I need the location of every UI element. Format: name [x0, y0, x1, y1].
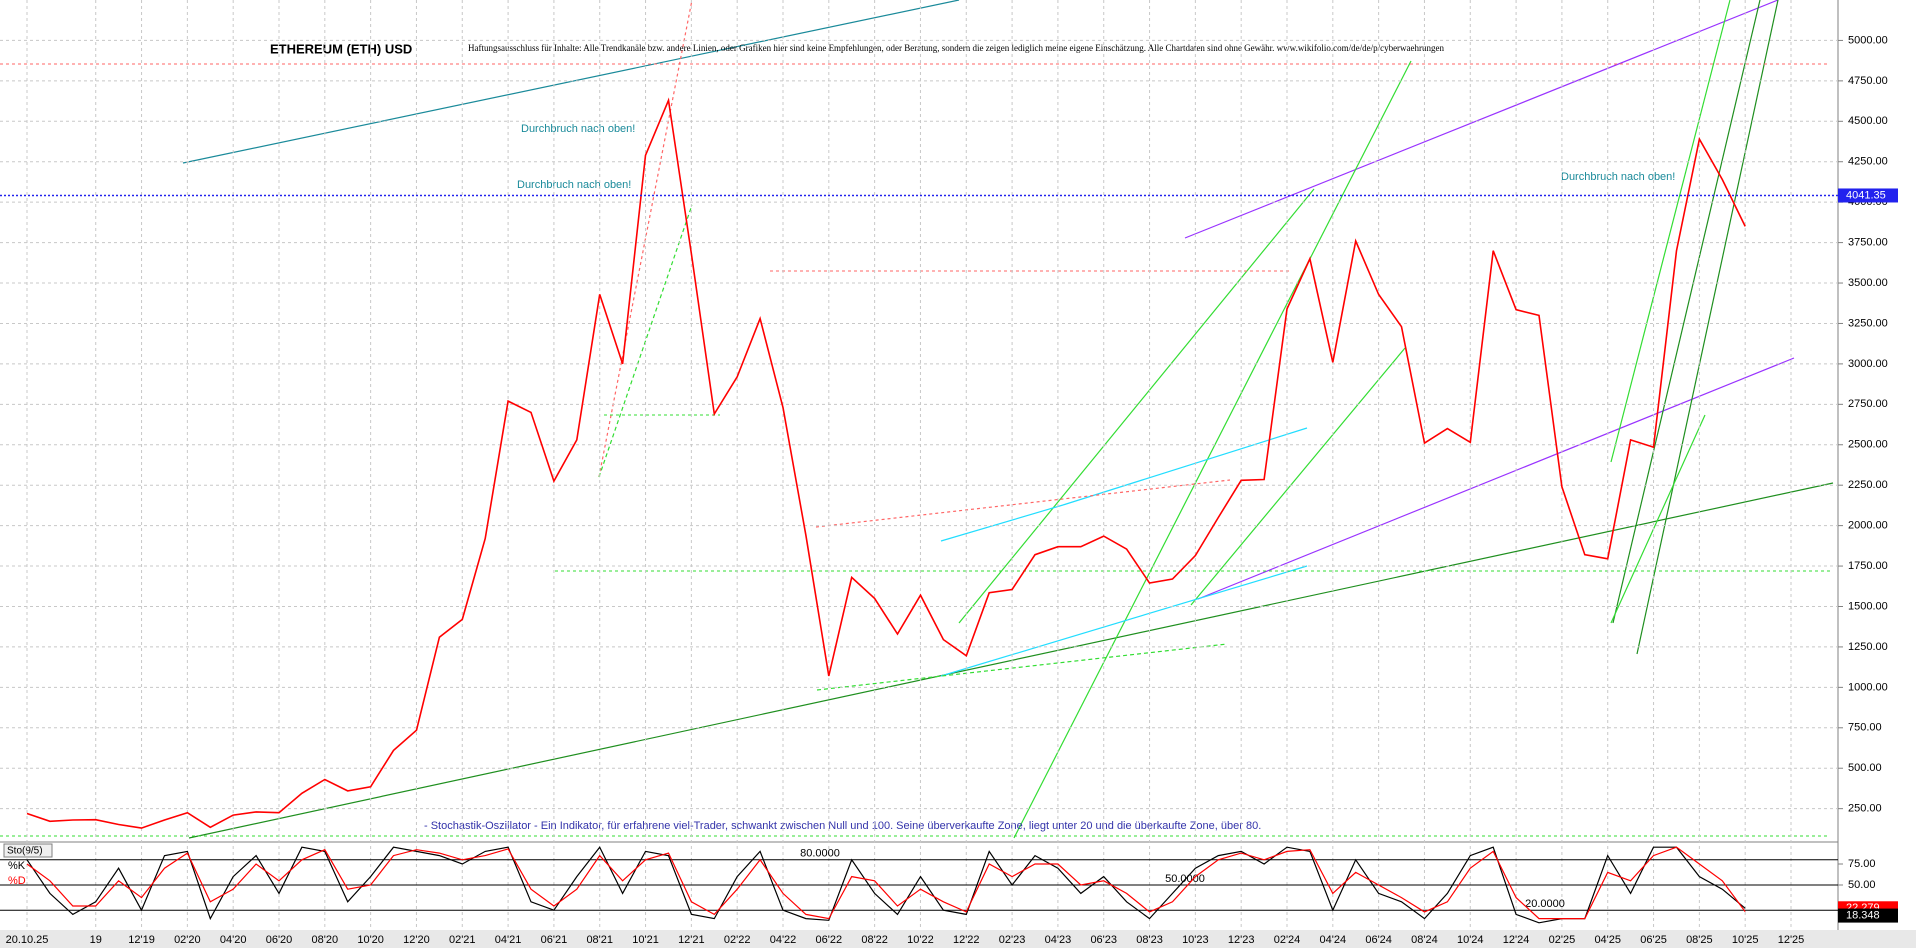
y-tick-label: 4250.00: [1848, 156, 1888, 168]
y-tick-label: 3000.00: [1848, 358, 1888, 370]
trendline: [598, 0, 693, 478]
x-tick-label: 04'22: [770, 934, 797, 946]
y-tick-label: 2750.00: [1848, 398, 1888, 410]
x-tick-label: 02'21: [449, 934, 476, 946]
trendline: [1013, 60, 1412, 839]
y-tick-label: 4750.00: [1848, 75, 1888, 87]
chart-title: ETHEREUM (ETH) USD: [270, 41, 412, 56]
y-tick-label: 3750.00: [1848, 237, 1888, 249]
stoch-line: [26, 846, 1746, 924]
x-tick-label: 04'20: [220, 934, 247, 946]
x-tick-label: 12'25: [1778, 934, 1805, 946]
y-tick-label: 75.00: [1848, 858, 1876, 870]
x-tick-label: 12'22: [953, 934, 980, 946]
price-marker-box: [1838, 188, 1898, 203]
x-tick-label: 06'20: [266, 934, 293, 946]
trendline: [598, 204, 693, 478]
x-tick-label: 10'24: [1457, 934, 1484, 946]
trendline: [1610, 414, 1706, 624]
trendline: [1190, 347, 1406, 606]
x-tick-label: 12'21: [678, 934, 705, 946]
trendlines: [0, 0, 1834, 839]
indicator-label-box: [3, 843, 53, 858]
last-value-box: [1838, 908, 1898, 923]
x-tick-label: 02'25: [1549, 934, 1576, 946]
trendline: [958, 188, 1315, 624]
x-tick-label: 19: [90, 934, 102, 946]
y-tick-label: 2250.00: [1848, 479, 1888, 491]
trendline: [940, 504, 1064, 542]
trendline: [1610, 0, 1731, 463]
x-tick-label: 08'24: [1411, 934, 1438, 946]
y-tick-label: 1750.00: [1848, 560, 1888, 572]
stoch-line: [26, 846, 1746, 920]
x-tick-label: 12'23: [1228, 934, 1255, 946]
annotation: - Stochastik-Oszillator - Ein Indikator,…: [424, 820, 1261, 832]
y-tick-label: 1000.00: [1848, 681, 1888, 693]
x-tick-label: 20.10.25: [6, 934, 49, 946]
x-tick-label: 02'23: [999, 934, 1026, 946]
y-tick-label: 5000.00: [1848, 34, 1888, 46]
y-tick-label: 3250.00: [1848, 317, 1888, 329]
x-tick-label: 08'23: [1136, 934, 1163, 946]
x-tick-label: 06'22: [816, 934, 843, 946]
y-tick-label: 750.00: [1848, 722, 1882, 734]
trendline: [188, 482, 1834, 839]
x-tick-label: 06'24: [1365, 934, 1392, 946]
x-tick-label: 10'25: [1732, 934, 1759, 946]
trendline: [940, 565, 1308, 677]
y-tick-label: 2500.00: [1848, 439, 1888, 451]
x-tick-label: 04'21: [495, 934, 522, 946]
y-tick-label: 1250.00: [1848, 641, 1888, 653]
x-tick-label: 02'22: [724, 934, 751, 946]
x-tick-label: 04'25: [1594, 934, 1621, 946]
x-tick-label: 04'23: [1045, 934, 1072, 946]
annotation: Durchbruch nach oben!: [1561, 171, 1675, 183]
x-tick-label: 08'20: [312, 934, 339, 946]
indicator-title: Sto(9/5): [7, 846, 43, 857]
x-axis-band: [0, 930, 1916, 948]
trendline: [1612, 0, 1761, 624]
trendline: [1197, 357, 1795, 600]
trendline: [816, 643, 1228, 691]
price-marker-label: 4041.35: [1846, 189, 1886, 201]
x-tick-label: 12'24: [1503, 934, 1530, 946]
x-tick-label: 10'22: [907, 934, 934, 946]
price-line: [26, 97, 1746, 829]
y-tick-label: 50.00: [1848, 879, 1876, 891]
x-tick-label: 10'20: [357, 934, 384, 946]
trendline: [1184, 0, 1779, 239]
y-tick-label: 2000.00: [1848, 520, 1888, 532]
x-tick-label: 10'23: [1182, 934, 1209, 946]
x-tick-label: 08'21: [586, 934, 613, 946]
x-tick-label: 08'25: [1686, 934, 1713, 946]
legend-label: %D: [8, 875, 26, 887]
x-tick-label: 10'21: [632, 934, 659, 946]
y-tick-label: 1500.00: [1848, 600, 1888, 612]
x-tick-label: 12'19: [128, 934, 155, 946]
y-tick-label: 4500.00: [1848, 115, 1888, 127]
y-tick-label: 3500.00: [1848, 277, 1888, 289]
last-value-label: 18.348: [1846, 909, 1880, 921]
x-tick-label: 02'24: [1274, 934, 1301, 946]
annotation: Durchbruch nach oben!: [521, 123, 635, 135]
trendline: [1636, 0, 1779, 655]
annotation: Durchbruch nach oben!: [517, 179, 631, 191]
x-tick-label: 08'22: [861, 934, 888, 946]
x-tick-label: 12'20: [403, 934, 430, 946]
x-tick-label: 06'25: [1640, 934, 1667, 946]
trendline: [182, 0, 960, 164]
x-tick-label: 06'23: [1090, 934, 1117, 946]
x-tick-label: 04'24: [1320, 934, 1347, 946]
y-tick-label: 500.00: [1848, 762, 1882, 774]
disclaimer: Haftungsausschluss für Inhalte: Alle Tre…: [468, 43, 1445, 53]
y-tick-label: 250.00: [1848, 803, 1882, 815]
level-label: 20.0000: [1525, 898, 1565, 910]
legend-label: %K: [8, 860, 26, 872]
level-label: 80.0000: [800, 848, 840, 860]
x-tick-label: 02'20: [174, 934, 201, 946]
x-tick-label: 06'21: [541, 934, 568, 946]
